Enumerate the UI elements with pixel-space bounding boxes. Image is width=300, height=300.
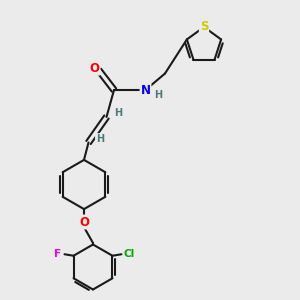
Text: S: S [200,20,208,34]
Text: O: O [89,61,100,75]
Text: H: H [114,107,122,118]
Text: Cl: Cl [124,249,135,259]
Text: H: H [96,134,104,144]
Text: N: N [140,83,151,97]
Text: F: F [54,249,61,259]
Text: H: H [154,90,162,100]
Text: O: O [79,215,89,229]
